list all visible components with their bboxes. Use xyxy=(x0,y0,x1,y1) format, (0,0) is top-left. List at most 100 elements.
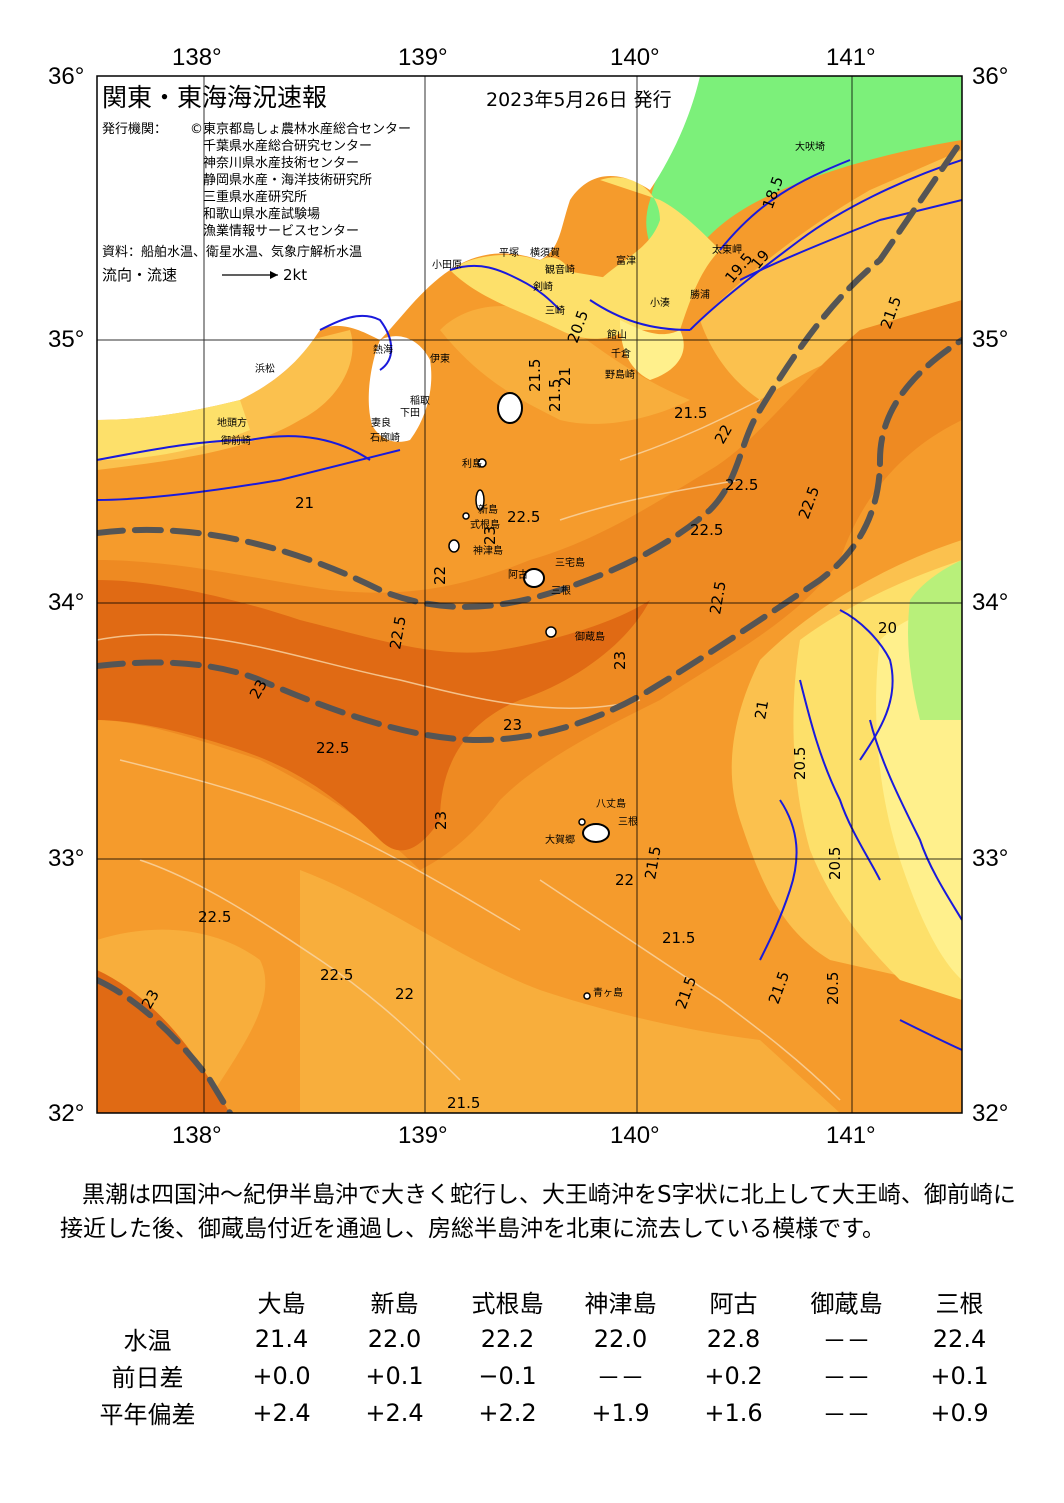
table-cell: +0.2 xyxy=(704,1361,763,1390)
place-chikyu: 地頭方 xyxy=(217,416,247,429)
lat-label-32-left: 32° xyxy=(48,1100,85,1127)
place-yokosuka: 横須賀 xyxy=(530,246,560,259)
place-tsurugisaki: 剣崎 xyxy=(533,280,553,293)
row-header-day-diff: 前日差 xyxy=(111,1364,184,1392)
iso-label-22-c: 22 xyxy=(395,985,414,1003)
iso-label-23-e: 23 xyxy=(481,526,499,545)
table-header-row: 大島 新島 式根島 神津島 阿古 御蔵島 三根 xyxy=(70,1283,1016,1320)
land-miura xyxy=(534,257,573,321)
place-kozushima: 神津島 xyxy=(473,544,503,557)
lat-label-35-right: 35° xyxy=(972,326,1009,353)
flow-legend-label: 流向・流速 xyxy=(102,266,177,284)
table-cell: －－ xyxy=(596,1364,645,1392)
iso-label-22-5-c: 22.5 xyxy=(725,476,758,494)
iso-label-22-5-h: 22.5 xyxy=(706,580,730,616)
iso-label-20: 20 xyxy=(878,619,897,637)
island-toshima xyxy=(477,458,487,468)
place-labels: 小田原 平塚 横須賀 観音崎 剣崎 三崎 富津 大吠埼 太東岬 勝浦 小湊 館山… xyxy=(217,140,825,999)
lon-label-139-bottom: 139° xyxy=(398,1122,448,1149)
place-taito: 太東岬 xyxy=(712,243,742,256)
table-cell: +1.6 xyxy=(704,1398,763,1427)
data-sources: 資料：船舶水温、衛星水温、気象庁解析水温 xyxy=(102,244,362,260)
place-niijima: 新島 xyxy=(478,503,498,516)
island-kozushima xyxy=(448,539,460,553)
place-futtsu: 富津 xyxy=(616,254,636,267)
row-header-water-temp: 水温 xyxy=(123,1327,172,1355)
table-cell: −0.1 xyxy=(478,1361,537,1390)
table-cell: 22.4 xyxy=(932,1324,987,1353)
lon-label-141-top: 141° xyxy=(826,44,876,71)
place-misaki: 三崎 xyxy=(545,304,565,317)
kuroshio-axis xyxy=(97,137,962,1113)
iso-label-22-a: 22 xyxy=(431,566,449,585)
table-cell: +0.1 xyxy=(365,1361,424,1390)
col-header-shikinejima: 式根島 xyxy=(471,1290,544,1318)
table-row-water-temp: 水温 21.4 22.0 22.2 22.0 22.8 －－ 22.4 xyxy=(70,1320,1016,1357)
table-cell: +2.4 xyxy=(365,1398,424,1427)
water-zone-light-orange-south xyxy=(300,870,840,1113)
table-cell: 21.4 xyxy=(254,1324,309,1353)
iso-label-23-a: 23 xyxy=(503,716,522,734)
isotherm-lines xyxy=(97,159,962,1051)
place-ito: 伊東 xyxy=(430,352,450,365)
place-miyakejima: 三宅島 xyxy=(555,556,585,569)
issue-date: 2023年5月26日 発行 xyxy=(486,89,672,111)
table-cell: +0.1 xyxy=(930,1361,989,1390)
iso-label-20-5-a: 20.5 xyxy=(791,747,809,780)
issuer-label: 発行機関： xyxy=(102,122,167,137)
lat-lon-grid xyxy=(97,76,962,1113)
kuroshio-description: 黒潮は四国沖～紀伊半島沖で大きく蛇行し、大王崎沖をS字状に北上して大王崎、御前崎… xyxy=(60,1178,1020,1246)
issuer-5: 三重県水産研究所 xyxy=(203,189,307,205)
iso-label-20-5-c: 20.5 xyxy=(824,972,842,1005)
iso-label-21-c: 21 xyxy=(751,699,772,721)
iso-label-22-5-b: 22.5 xyxy=(690,521,723,539)
place-okago: 大賀郷 xyxy=(545,833,575,846)
iso-label-20-5-b: 20.5 xyxy=(826,847,844,880)
issuer-3: 神奈川県水産技術センター xyxy=(203,155,359,171)
lat-label-36-left: 36° xyxy=(48,63,85,90)
island-hachijo-kojima xyxy=(578,818,586,826)
iso-label-21-5-h: 21.5 xyxy=(447,1094,480,1112)
island-miyakejima xyxy=(523,568,545,588)
table-row-anomaly: 平年偏差 +2.4 +2.4 +2.2 +1.9 +1.6 －－ +0.9 xyxy=(70,1394,1016,1431)
lon-label-140-top: 140° xyxy=(610,44,660,71)
water-zone-sagami-gulf xyxy=(440,306,690,424)
lat-label-33-right: 33° xyxy=(972,845,1009,872)
table-cell: +0.9 xyxy=(930,1398,989,1427)
place-ako: 阿古 xyxy=(508,568,528,581)
col-header-mikurajima: 御蔵島 xyxy=(810,1290,883,1318)
description-text: 黒潮は四国沖～紀伊半島沖で大きく蛇行し、大王崎沖をS字状に北上して大王崎、御前崎… xyxy=(60,1182,1016,1242)
iso-label-22-5-a: 22.5 xyxy=(507,508,540,526)
iso-label-22-5-f: 22.5 xyxy=(198,908,231,926)
place-toshima: 利島 xyxy=(462,457,482,470)
place-katsuura: 勝浦 xyxy=(690,288,710,301)
place-kannonzaki: 観音崎 xyxy=(545,263,575,276)
iso-label-21-b: 21 xyxy=(295,494,314,512)
table-cell: －－ xyxy=(822,1327,871,1355)
land-shizuoka-coast xyxy=(97,400,250,460)
map-title: 関東・東海海況速報 xyxy=(102,83,327,112)
place-chikura: 千倉 xyxy=(611,347,631,360)
table-cell: 22.0 xyxy=(593,1324,648,1353)
place-irozaki: 石廊崎 xyxy=(370,431,400,444)
lat-label-36-right: 36° xyxy=(972,63,1009,90)
place-nojimasaki: 野島崎 xyxy=(605,368,635,381)
iso-label-21-5-b: 21.5 xyxy=(546,379,564,412)
land-boso-peninsula xyxy=(600,177,720,330)
iso-label-21-5-c: 21.5 xyxy=(674,404,707,422)
col-header-niijima: 新島 xyxy=(370,1290,419,1318)
water-zone-kuroshio-hot xyxy=(97,580,650,851)
col-header-ako: 阿古 xyxy=(709,1290,758,1318)
land-kanto xyxy=(97,76,700,420)
island-izu-oshima xyxy=(497,392,523,424)
place-mitsune-hachijo: 三根 xyxy=(618,815,638,828)
island-shikinejima xyxy=(462,512,470,520)
flow-legend-arrowhead xyxy=(270,271,278,279)
lon-label-138-top: 138° xyxy=(172,44,222,71)
island-mikurajima xyxy=(545,626,557,638)
iso-label-22-b: 22 xyxy=(615,871,634,889)
table-cell: －－ xyxy=(822,1401,871,1429)
lat-label-34-left: 34° xyxy=(48,589,85,616)
isotherm-lines-minor xyxy=(97,399,841,1101)
